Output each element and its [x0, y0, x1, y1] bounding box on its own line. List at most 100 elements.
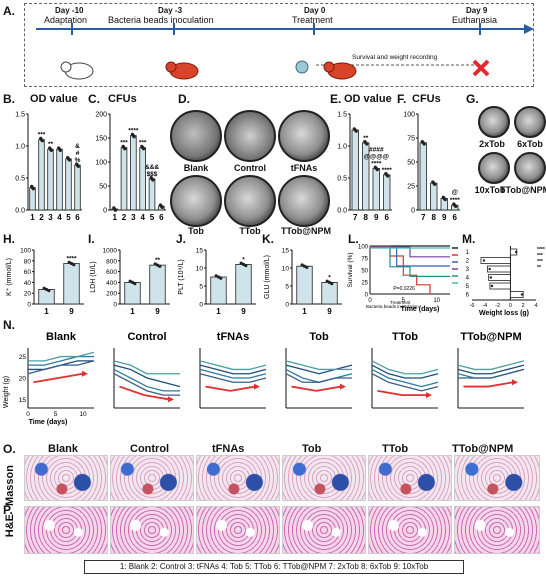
bar: [351, 129, 359, 211]
significance-mark: ****: [450, 197, 461, 204]
dish-2xtob: [478, 106, 510, 138]
panel-f-label: F.: [397, 92, 407, 106]
data-point: [49, 148, 53, 152]
bar: [29, 187, 36, 211]
data-point: [31, 187, 35, 191]
significance-mark: ***: [38, 132, 46, 139]
bar: [148, 178, 156, 211]
significance-mark: ****: [371, 160, 382, 167]
dish-control: [224, 110, 276, 162]
trend-arrow: [463, 381, 514, 388]
histo-title-control: Control: [130, 443, 170, 455]
y-tick-label: 0: [199, 302, 203, 309]
data-point: [72, 263, 76, 267]
y-axis-label: Survival (%): [347, 252, 354, 287]
weight-curve: [113, 368, 180, 392]
bar: [139, 147, 146, 211]
weight-curve: [285, 360, 352, 371]
bar: [296, 265, 313, 305]
y-tick-label: 5: [199, 284, 203, 291]
panel-a-label: A.: [3, 4, 15, 18]
histo-title-tob: Tob: [302, 443, 322, 455]
row-label: 5: [466, 284, 470, 290]
y-tick-label: 0: [103, 208, 107, 215]
x-tick-label: 9: [442, 213, 447, 222]
bar: [235, 263, 252, 305]
y-tick-label: 0: [285, 302, 289, 309]
weight-curve: [371, 373, 439, 392]
significance-mark: ****: [537, 247, 545, 253]
panel-c-label: C.: [88, 92, 100, 106]
y-tick-label: 0: [27, 302, 31, 309]
weight-curve: [371, 364, 439, 379]
significance-mark: $$$: [147, 171, 158, 178]
weight-curve: [27, 360, 95, 375]
y-tick-label: 600: [106, 269, 117, 276]
bar: [321, 282, 338, 305]
panel-i-label: I.: [88, 232, 95, 246]
significance-mark: *: [328, 274, 331, 281]
panel-e-title: OD value: [344, 93, 392, 105]
panel-e-chart: 0.00.51.01.57 8 9 6******@@@@####****: [337, 112, 392, 223]
y-tick-label: 1000: [103, 248, 118, 255]
weight-bar: [489, 282, 511, 290]
masson-row-label: Masson: [4, 465, 16, 506]
trend-arrow-head: [254, 383, 260, 390]
y-tick-label: 80: [24, 258, 32, 265]
data-point: [520, 293, 524, 296]
step-treatment: Treatment: [292, 15, 333, 25]
panel-i-chart: 0 200 400 600 800 1000 1 9 LDH (U/L) **: [90, 248, 170, 316]
data-point: [386, 174, 390, 178]
dish-tfnas: [278, 110, 330, 162]
trend-arrow: [377, 389, 427, 397]
weight-curve: [371, 368, 439, 388]
significance-mark: ***: [120, 140, 128, 147]
step-euthanasia: Euthanasia: [452, 15, 498, 25]
weight-curve: [113, 360, 180, 375]
y-tick-label: 50: [99, 184, 107, 191]
significance-mark: @@@@: [364, 153, 389, 160]
panel-a-timeline: [36, 23, 534, 80]
significance-mark: @: [452, 189, 458, 196]
y-tick-label: 5: [285, 284, 289, 291]
significance-mark: **: [155, 257, 161, 264]
weight-curve: [113, 373, 180, 396]
x-tick-label: 6: [385, 213, 390, 222]
day-0: Day 0: [304, 6, 326, 15]
x-tick-label: 1: [30, 213, 35, 222]
weight-panel-title: Control: [127, 331, 166, 343]
weight-bar: [480, 257, 511, 264]
x-tick-label: 1: [302, 307, 307, 316]
y-tick-label: 0.0: [15, 208, 25, 215]
x-tick-label: 9: [374, 213, 379, 222]
p-value: P=0.0226: [393, 286, 415, 292]
data-point: [123, 147, 127, 151]
x-tick-label: 3: [48, 213, 53, 222]
y-axis-label: K⁺ (mmol/L): [5, 258, 13, 296]
x-tick-label: 0: [368, 298, 372, 304]
bar: [210, 276, 227, 305]
dish-tob: [170, 175, 222, 227]
step-inoculation: Bacteria beads inoculation: [108, 15, 214, 25]
x-tick-label: 9: [69, 307, 74, 316]
data-point: [158, 264, 162, 268]
day-minus10: Day -10: [55, 6, 84, 15]
y-tick-label: 1.5: [337, 112, 347, 119]
data-point: [365, 142, 369, 146]
y-tick-label: 400: [106, 280, 117, 287]
y-tick-label: 1.5: [15, 112, 25, 119]
he-tfnas: [196, 506, 280, 554]
he-row-label: H&E: [4, 514, 16, 538]
panel-k-chart: 0 5 10 15 1 9 GLU (mmol/L) *: [264, 248, 342, 316]
weight-curve: [199, 368, 267, 379]
significance-mark: ****: [128, 128, 139, 135]
bar: [124, 282, 141, 305]
data-point: [113, 208, 118, 212]
data-point: [40, 139, 44, 143]
y-axis-label: LDH (U/L): [90, 261, 97, 293]
data-point: [433, 182, 437, 186]
significance-mark: ****: [66, 256, 77, 263]
significance-mark: **: [363, 135, 369, 142]
x-tick-label: 10: [433, 298, 440, 304]
